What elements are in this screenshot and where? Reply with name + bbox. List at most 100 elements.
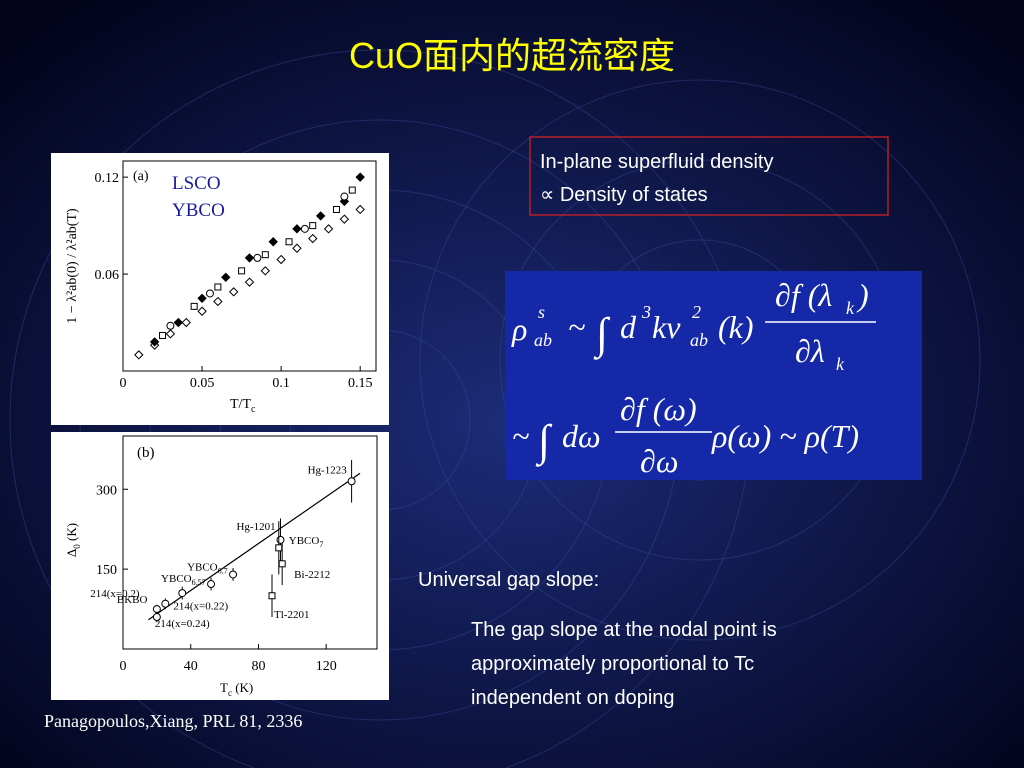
marker (214, 283, 222, 291)
x-tick-label: 0.05 (190, 376, 215, 391)
marker (166, 321, 175, 330)
note-line: ∝ Density of states (540, 184, 708, 206)
marker (292, 224, 302, 234)
note-line: In-plane superfluid density (540, 151, 773, 173)
x-tick-label: 0.15 (348, 376, 373, 391)
point-label: 214(x=0.22) (173, 601, 228, 613)
marker (178, 589, 187, 598)
marker (332, 205, 340, 213)
label-text: T/T (230, 397, 251, 412)
label-text: 214(x=0.22) (173, 601, 228, 613)
marker (261, 251, 269, 259)
marker (213, 296, 223, 307)
y-axis-label: Δ0 (K) (64, 523, 82, 557)
label-sub: c (251, 404, 256, 415)
symbol: d (620, 309, 637, 345)
symbol: ~ (568, 309, 585, 345)
label-unit: (K) (232, 680, 253, 695)
marker (197, 306, 207, 316)
x-axis-label: Tc (K) (220, 680, 253, 698)
sub: k (836, 354, 845, 374)
sub: ab (690, 330, 708, 350)
marker (278, 560, 286, 568)
note-box (529, 136, 889, 216)
text-line: approximately proportional to Tc (471, 653, 754, 675)
marker (149, 337, 160, 347)
y-tick-label: 150 (96, 563, 117, 578)
legend-text: YBCO (172, 200, 225, 221)
plot-frame (122, 160, 377, 372)
x-tick-label: 0 (120, 659, 127, 674)
text-line: The gap slope at the nodal point is (471, 619, 777, 641)
label-sub: 7 (319, 540, 323, 549)
marker (253, 253, 262, 262)
numerator: ) (856, 277, 869, 313)
label-text: 214(x=0.24) (155, 618, 210, 630)
plot-frame (122, 435, 378, 650)
marker (315, 211, 326, 221)
numerator: ∂f (ω) (620, 391, 697, 427)
marker (205, 289, 214, 298)
marker (190, 302, 198, 310)
marker (244, 253, 255, 263)
figure-b-panel (51, 432, 389, 700)
point-label: BKBO (117, 594, 148, 606)
marker (300, 224, 309, 233)
label-sub: c (228, 688, 232, 698)
marker (238, 267, 246, 275)
label-text: Bi-2212 (294, 569, 330, 581)
point-label: YBCO6.57 (161, 573, 206, 587)
x-axis-label: T/Tc (230, 397, 256, 415)
symbol: ρ (511, 311, 527, 347)
point-label: 214(x=0.2) (90, 588, 140, 600)
marker (207, 580, 216, 589)
marker (173, 317, 184, 328)
marker (260, 266, 271, 276)
x-tick-label: 120 (316, 659, 337, 674)
label-sub: 0 (72, 544, 82, 549)
numerator: ∂f (λ (775, 277, 832, 313)
text-line: independent on doping (471, 687, 675, 709)
point-label: Tl-2201 (274, 609, 309, 621)
point-label: YBCO7 (289, 535, 324, 549)
label-text: BKBO (117, 594, 148, 606)
figure-b: 0 40 80 120150300Hg-1223Hg-1201YBCO7Bi-2212… (64, 435, 378, 698)
legend-text: LSCO (172, 173, 221, 194)
marker (355, 204, 365, 215)
marker (355, 172, 365, 182)
y-axis-label: 1 − λ²ab(0) / λ²ab(T) (65, 208, 80, 324)
point-label: Hg-1223 (308, 464, 348, 476)
integral: ∫ (593, 309, 611, 360)
y-tick-label: 0.06 (95, 268, 120, 283)
symbol: (k) (718, 309, 754, 345)
marker (197, 293, 207, 304)
point-label: YBCO6.7 (187, 561, 228, 575)
panel-label: (b) (137, 445, 155, 461)
marker (339, 214, 350, 224)
label-text: Tl-2201 (274, 609, 309, 621)
x-tick-label: 40 (184, 659, 198, 674)
marker (276, 535, 285, 544)
marker (292, 243, 302, 253)
label-sub: 6.57 (192, 578, 206, 587)
label-unit: (K) (64, 523, 79, 544)
label-text: YBCO (187, 561, 218, 573)
sub: k (846, 298, 855, 318)
marker (161, 599, 170, 608)
label-text: YBCO (289, 535, 320, 547)
denominator: ∂ω (640, 443, 678, 479)
marker (229, 570, 238, 579)
label-text: Hg-1223 (308, 464, 348, 476)
label-text: Δ (64, 549, 79, 557)
label-text: Hg-1201 (236, 521, 275, 533)
symbol: kv (652, 309, 681, 345)
label-sub: 6.7 (218, 566, 228, 575)
marker (285, 238, 293, 246)
panel-label: (a) (133, 169, 149, 184)
sup: s (538, 302, 545, 322)
x-tick-label: 0 (120, 376, 127, 391)
heading: Universal gap slope: (418, 569, 599, 591)
symbol: ρ(ω) ~ ρ(T) (711, 418, 859, 454)
